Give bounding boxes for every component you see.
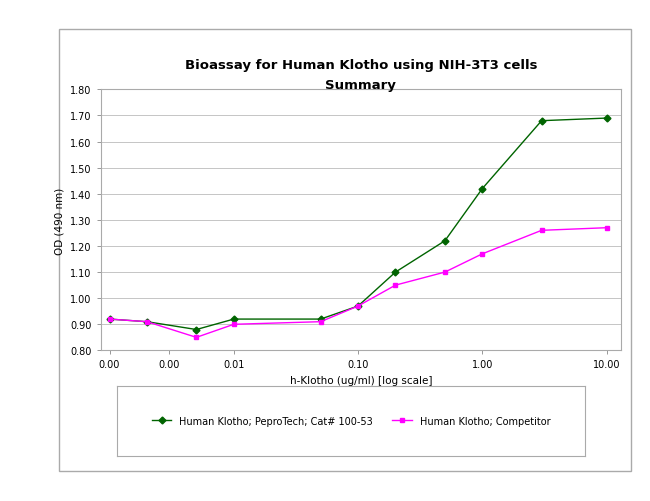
Human Klotho; PeproTech; Cat# 100-53 bbox=[143, 319, 151, 325]
Human Klotho; PeproTech; Cat# 100-53 bbox=[230, 317, 238, 323]
Human Klotho; PeproTech; Cat# 100-53 bbox=[105, 317, 113, 323]
Human Klotho; Competitor bbox=[105, 317, 113, 323]
Human Klotho; PeproTech; Cat# 100-53 bbox=[317, 317, 324, 323]
Legend: Human Klotho; PeproTech; Cat# 100-53, Human Klotho; Competitor: Human Klotho; PeproTech; Cat# 100-53, Hu… bbox=[147, 411, 555, 431]
Human Klotho; PeproTech; Cat# 100-53 bbox=[538, 118, 545, 124]
Line: Human Klotho; Competitor: Human Klotho; Competitor bbox=[107, 226, 609, 340]
Human Klotho; Competitor bbox=[354, 304, 362, 310]
Text: Bioassay for Human Klotho using NIH-3T3 cells: Bioassay for Human Klotho using NIH-3T3 … bbox=[185, 59, 537, 72]
Human Klotho; Competitor bbox=[192, 335, 200, 341]
Line: Human Klotho; PeproTech; Cat# 100-53: Human Klotho; PeproTech; Cat# 100-53 bbox=[107, 116, 609, 332]
Human Klotho; Competitor bbox=[538, 228, 545, 234]
Human Klotho; Competitor bbox=[391, 283, 399, 289]
Human Klotho; Competitor bbox=[441, 270, 448, 276]
Human Klotho; PeproTech; Cat# 100-53 bbox=[478, 186, 486, 192]
Text: Summary: Summary bbox=[325, 79, 396, 92]
Human Klotho; PeproTech; Cat# 100-53 bbox=[354, 304, 362, 310]
Human Klotho; PeproTech; Cat# 100-53 bbox=[192, 327, 200, 333]
Human Klotho; PeproTech; Cat# 100-53 bbox=[391, 270, 399, 276]
Human Klotho; PeproTech; Cat# 100-53 bbox=[603, 116, 610, 122]
Human Klotho; Competitor bbox=[478, 252, 486, 258]
Y-axis label: OD (490 nm): OD (490 nm) bbox=[55, 187, 64, 254]
Human Klotho; Competitor bbox=[143, 319, 151, 325]
Human Klotho; Competitor bbox=[230, 322, 238, 328]
Human Klotho; Competitor bbox=[317, 319, 324, 325]
X-axis label: h-Klotho (ug/ml) [log scale]: h-Klotho (ug/ml) [log scale] bbox=[289, 375, 432, 385]
Human Klotho; PeproTech; Cat# 100-53 bbox=[441, 238, 448, 244]
Human Klotho; Competitor bbox=[603, 225, 610, 231]
